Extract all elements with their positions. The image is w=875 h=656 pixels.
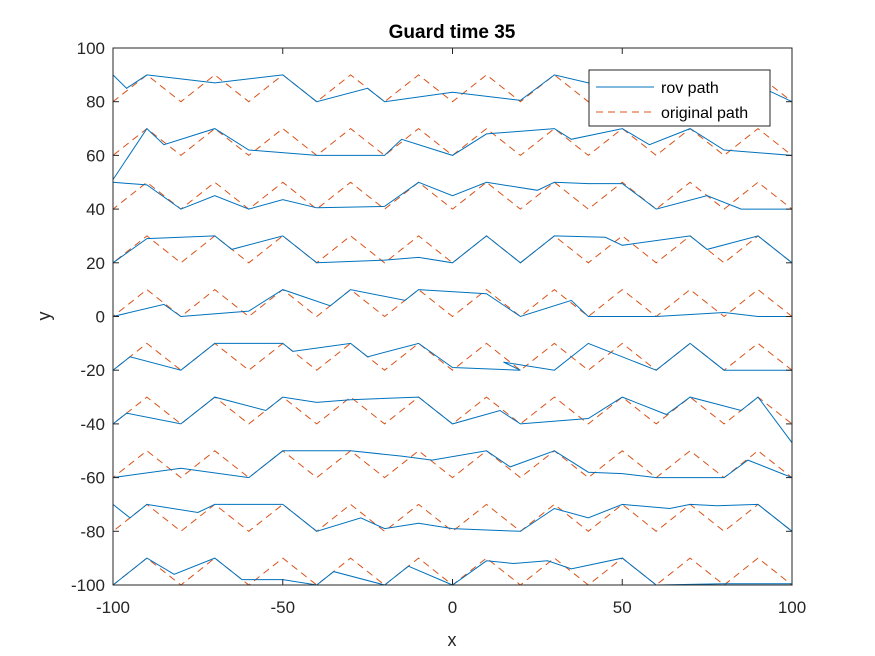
y-tick-label: 0 (96, 308, 105, 327)
y-tick-label: -100 (71, 576, 105, 595)
series-layer (112, 74, 793, 587)
y-axis-title: y (34, 312, 54, 321)
x-tick-label: 100 (778, 598, 806, 617)
series-line-rov-path (112, 74, 793, 586)
chart-title: Guard time 35 (389, 22, 516, 43)
y-tick-label: 60 (86, 146, 105, 165)
y-tick-label: 40 (86, 200, 105, 219)
x-axis-title: x (448, 630, 457, 650)
y-tick-label: 100 (77, 39, 105, 58)
y-tick-label: -20 (80, 361, 105, 380)
legend: rov path original path (588, 69, 771, 127)
x-tick-label: 0 (448, 598, 457, 617)
y-tick-label: -60 (80, 469, 105, 488)
legend-label-rov-path: rov path (661, 80, 719, 97)
y-tick-label: 80 (86, 93, 105, 112)
legend-label-original-path: original path (661, 105, 748, 122)
x-tick-label: -50 (270, 598, 295, 617)
x-tick-label: -100 (96, 598, 130, 617)
series-line-original-path (112, 74, 793, 587)
legend-box (588, 69, 771, 127)
y-tick-label: 20 (86, 254, 105, 273)
tick-layer: -100 -50 0 50 100 -100 -80 -60 -40 -20 0 20 40 60 80 10… (71, 39, 806, 617)
y-tick-label: -80 (80, 522, 105, 541)
y-tick-label: -40 (80, 415, 105, 434)
x-tick-label: 50 (613, 598, 632, 617)
